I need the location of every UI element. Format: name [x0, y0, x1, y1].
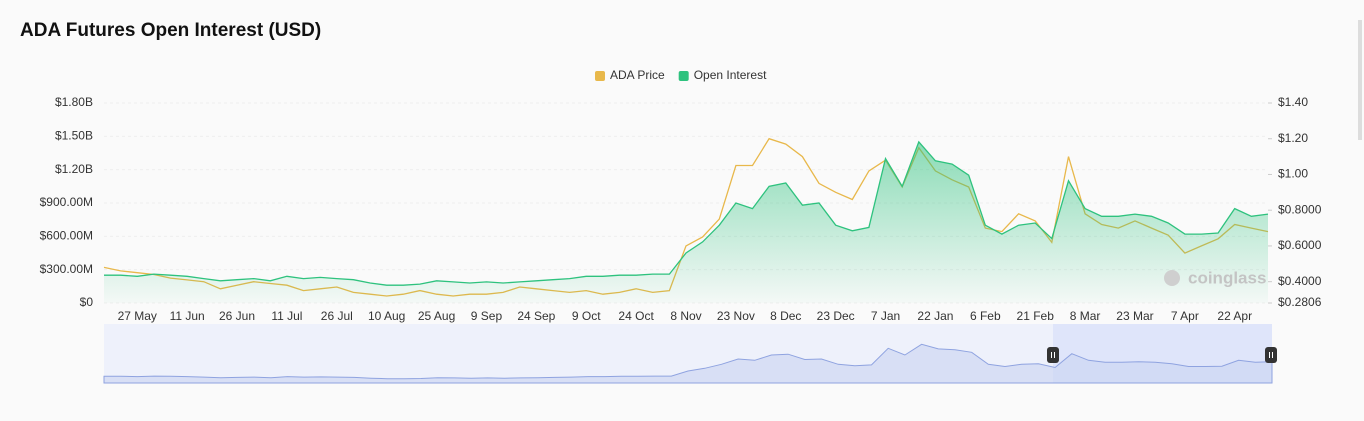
x-tick-label: 8 Nov: [670, 309, 701, 323]
oi-line: [104, 140, 1269, 286]
x-tick-label: 11 Jun: [170, 309, 205, 323]
navigator-handle[interactable]: [1265, 347, 1277, 363]
x-tick-label: 25 Aug: [418, 309, 455, 323]
watermark: coinglass: [1188, 268, 1266, 287]
x-tick-label: 10 Aug: [368, 309, 405, 323]
chart-title: ADA Futures Open Interest (USD): [20, 20, 321, 41]
y2-tick-label: $1.40: [1278, 95, 1308, 109]
y-tick-label: $1.20B: [55, 162, 93, 176]
scrollbar: [1358, 20, 1362, 140]
y2-tick-label: $0.2806: [1278, 295, 1322, 309]
y2-tick-label: $1.00: [1278, 167, 1308, 181]
x-tick-label: 21 Feb: [1017, 309, 1055, 323]
y-tick-label: $1.80B: [55, 95, 93, 109]
watermark-icon: [1164, 270, 1180, 286]
x-tick-label: 7 Apr: [1171, 309, 1199, 323]
y-tick-label: $0: [80, 295, 94, 309]
x-tick-label: 11 Jul: [271, 309, 302, 323]
oi-area: [104, 141, 1268, 303]
y-tick-label: $600.00M: [40, 229, 93, 243]
legend-swatch: [595, 71, 605, 81]
x-tick-label: 22 Apr: [1217, 309, 1252, 323]
y2-tick-label: $0.6000: [1278, 238, 1322, 252]
legend-label: ADA Price: [610, 68, 665, 82]
x-tick-label: 26 Jun: [219, 309, 255, 323]
x-tick-label: 24 Oct: [618, 309, 654, 323]
legend-swatch: [678, 71, 689, 81]
x-tick-label: 9 Sep: [471, 309, 503, 323]
x-tick-label: 26 Jul: [321, 309, 353, 323]
x-tick-label: 27 May: [118, 309, 157, 323]
legend-label: Open Interest: [694, 68, 767, 82]
x-tick-label: 7 Jan: [871, 309, 900, 323]
y-tick-label: $900.00M: [40, 195, 93, 209]
y-tick-label: $300.00M: [40, 262, 93, 276]
y2-tick-label: $0.8000: [1278, 202, 1322, 216]
x-tick-label: 23 Mar: [1116, 309, 1153, 323]
x-tick-label: 23 Dec: [817, 309, 855, 323]
y-tick-label: $1.50B: [55, 129, 93, 143]
y2-tick-label: $0.4000: [1278, 274, 1322, 288]
x-tick-label: 8 Mar: [1070, 309, 1101, 323]
x-tick-label: 22 Jan: [917, 309, 953, 323]
x-tick-label: 6 Feb: [970, 309, 1001, 323]
navigator-area: [103, 343, 1273, 384]
x-tick-label: 8 Dec: [770, 309, 801, 323]
x-tick-label: 24 Sep: [517, 309, 555, 323]
x-tick-label: 9 Oct: [572, 309, 601, 323]
x-tick-label: 23 Nov: [717, 309, 755, 323]
navigator-handle[interactable]: [1047, 347, 1059, 363]
y2-tick-label: $1.20: [1278, 131, 1308, 145]
